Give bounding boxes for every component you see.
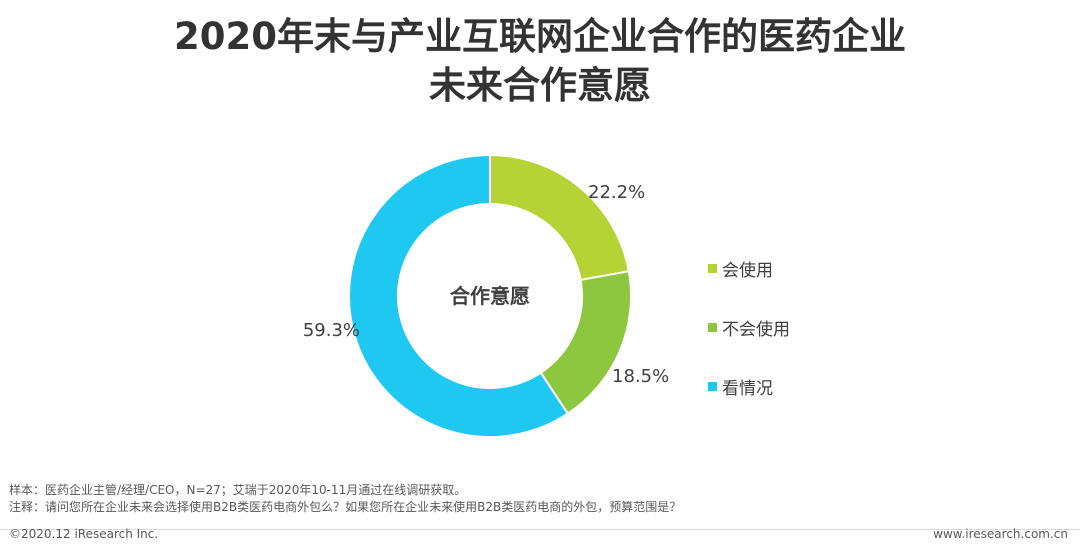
donut-slice <box>348 153 570 438</box>
legend-swatch <box>708 381 717 391</box>
footer-website: www.iresearch.com.cn <box>933 527 1068 541</box>
legend-label: 会使用 <box>722 260 773 281</box>
legend-swatch <box>708 322 717 332</box>
data-label: 18.5% <box>612 366 669 387</box>
legend-item-depends: 看情况 <box>708 374 790 399</box>
donut-slice <box>489 153 630 282</box>
legend: 会使用 不会使用 看情况 <box>708 256 790 433</box>
legend-label: 看情况 <box>722 378 773 399</box>
legend-item-use: 会使用 <box>708 256 790 281</box>
legend-item-not-use: 不会使用 <box>708 315 790 340</box>
chart-title-line2: 未来合作意愿 <box>429 64 651 107</box>
legend-swatch <box>708 263 717 273</box>
chart-title: 2020年末与产业互联网企业合作的医药企业 未来合作意愿 <box>0 12 1080 110</box>
footnote-sample: 样本：医药企业主管/经理/CEO，N=27；艾瑞于2020年10-11月通过在线… <box>9 483 467 497</box>
chart-title-line1: 2020年末与产业互联网企业合作的医药企业 <box>174 15 906 58</box>
footer-copyright: ©2020.12 iResearch Inc. <box>9 527 159 541</box>
donut-center-label: 合作意愿 <box>450 284 530 308</box>
legend-label: 不会使用 <box>722 319 790 340</box>
data-label: 22.2% <box>588 182 645 203</box>
footer-divider <box>0 529 1080 530</box>
footnote-note: 注释：请问您所在企业未来会选择使用B2B类医药电商外包么？如果您所在企业未来使用… <box>9 500 682 514</box>
data-label: 59.3% <box>303 320 360 341</box>
